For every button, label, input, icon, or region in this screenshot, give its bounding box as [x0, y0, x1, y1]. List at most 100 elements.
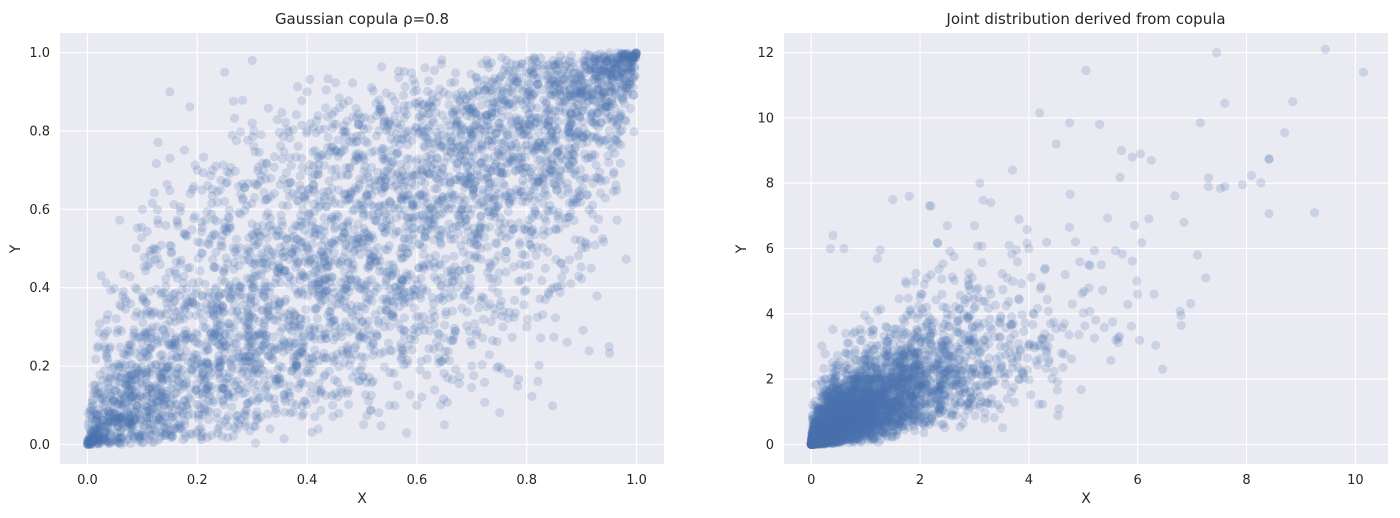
left-scatter-point: [220, 263, 230, 274]
left-scatter-point: [318, 352, 328, 362]
left-scatter-point: [446, 78, 456, 88]
left-scatter-point: [568, 200, 578, 210]
left-scatter-point: [212, 413, 222, 423]
left-scatter-point: [570, 131, 580, 141]
left-scatter-point: [265, 424, 275, 434]
left-scatter-point: [626, 51, 636, 62]
left-scatter-point: [185, 102, 195, 112]
left-scatter-point: [500, 190, 510, 201]
left-scatter-point: [476, 243, 486, 253]
left-scatter-point: [269, 152, 279, 162]
left-scatter-point: [333, 211, 343, 222]
left-scatter-point: [149, 188, 159, 198]
left-scatter-point: [601, 114, 612, 125]
left-scatter-point: [192, 330, 202, 340]
left-scatter-point: [425, 154, 436, 164]
left-scatter-point: [607, 71, 617, 81]
left-scatter-point: [319, 252, 329, 262]
left-scatter-point: [596, 78, 607, 88]
left-y-tick-label: 0.6: [29, 203, 50, 218]
left-scatter-point: [313, 111, 323, 121]
left-scatter-point: [260, 286, 270, 296]
left-scatter-point: [491, 157, 501, 167]
left-scatter-point: [224, 213, 234, 223]
left-scatter-point: [342, 127, 352, 137]
left-scatter-point: [537, 276, 547, 286]
left-scatter-point: [248, 231, 258, 241]
left-scatter-point: [345, 322, 355, 332]
left-scatter-point: [224, 390, 234, 401]
left-scatter-point: [578, 325, 588, 335]
left-scatter-point: [364, 183, 374, 194]
left-scatter-point: [342, 341, 352, 351]
left-scatter-point: [129, 328, 140, 338]
left-scatter-point: [490, 194, 500, 204]
left-scatter-point: [368, 251, 378, 261]
left-scatter-point: [472, 73, 482, 83]
left-scatter-point: [220, 355, 230, 365]
left-scatter-point: [340, 188, 350, 199]
left-scatter-point: [200, 279, 210, 289]
left-scatter-point: [297, 162, 307, 173]
left-scatter-point: [571, 88, 581, 98]
left-scatter-point: [556, 165, 566, 175]
left-scatter-point: [299, 225, 310, 235]
left-scatter-point: [435, 177, 445, 187]
left-scatter-point: [334, 93, 344, 103]
left-scatter-point: [381, 174, 391, 185]
left-scatter-point: [302, 399, 312, 409]
right-scatter-point: [1144, 214, 1154, 224]
left-scatter-point: [532, 103, 542, 113]
left-scatter-point: [161, 389, 171, 399]
left-scatter-point: [425, 121, 435, 131]
left-scatter-point: [205, 391, 215, 401]
left-scatter-point: [402, 428, 412, 438]
left-scatter-point: [366, 378, 377, 388]
left-scatter-point: [208, 331, 218, 341]
left-scatter-point: [575, 164, 586, 175]
left-scatter-point: [419, 249, 429, 260]
left-scatter-point: [166, 338, 176, 348]
left-scatter-point: [321, 273, 331, 283]
left-scatter-point: [551, 223, 561, 234]
left-scatter-point: [148, 243, 158, 254]
left-scatter-point: [114, 414, 125, 425]
left-scatter-point: [504, 198, 514, 208]
left-scatter-point: [179, 228, 189, 239]
right-scatter-point: [1186, 298, 1196, 309]
left-scatter-point: [487, 335, 498, 346]
left-scatter-point: [285, 381, 295, 391]
left-scatter-point: [339, 296, 349, 306]
left-scatter-point: [402, 358, 412, 369]
left-scatter-point: [407, 345, 417, 355]
left-scatter-point: [604, 126, 614, 136]
right-scatter-point: [1026, 390, 1036, 400]
left-scatter-point: [138, 368, 148, 378]
left-scatter-point: [393, 148, 403, 158]
left-scatter-point: [532, 73, 542, 83]
left-scatter-point: [195, 266, 205, 276]
left-scatter-point: [206, 300, 216, 310]
left-scatter-point: [571, 170, 581, 180]
left-scatter-point: [106, 437, 117, 447]
left-scatter-point: [316, 231, 326, 241]
left-scatter-point: [507, 332, 517, 342]
left-scatter-point: [261, 211, 271, 221]
left-scatter-point: [473, 85, 483, 95]
left-scatter-point: [420, 142, 430, 152]
left-scatter-point: [253, 166, 263, 176]
left-scatter-point: [387, 268, 397, 278]
left-scatter-point: [448, 154, 459, 164]
left-x-tick-label: 0.0: [77, 473, 98, 488]
left-scatter-point: [166, 327, 176, 338]
left-scatter-point: [269, 373, 279, 384]
left-scatter-point: [610, 148, 620, 158]
left-scatter-point: [396, 281, 406, 291]
left-scatter-point: [360, 161, 370, 171]
left-scatter-point: [145, 286, 155, 296]
left-scatter-point: [434, 353, 444, 363]
left-scatter-point: [207, 165, 217, 175]
left-scatter-point: [218, 266, 229, 276]
left-scatter-point: [565, 128, 575, 138]
left-scatter-point: [232, 376, 242, 386]
